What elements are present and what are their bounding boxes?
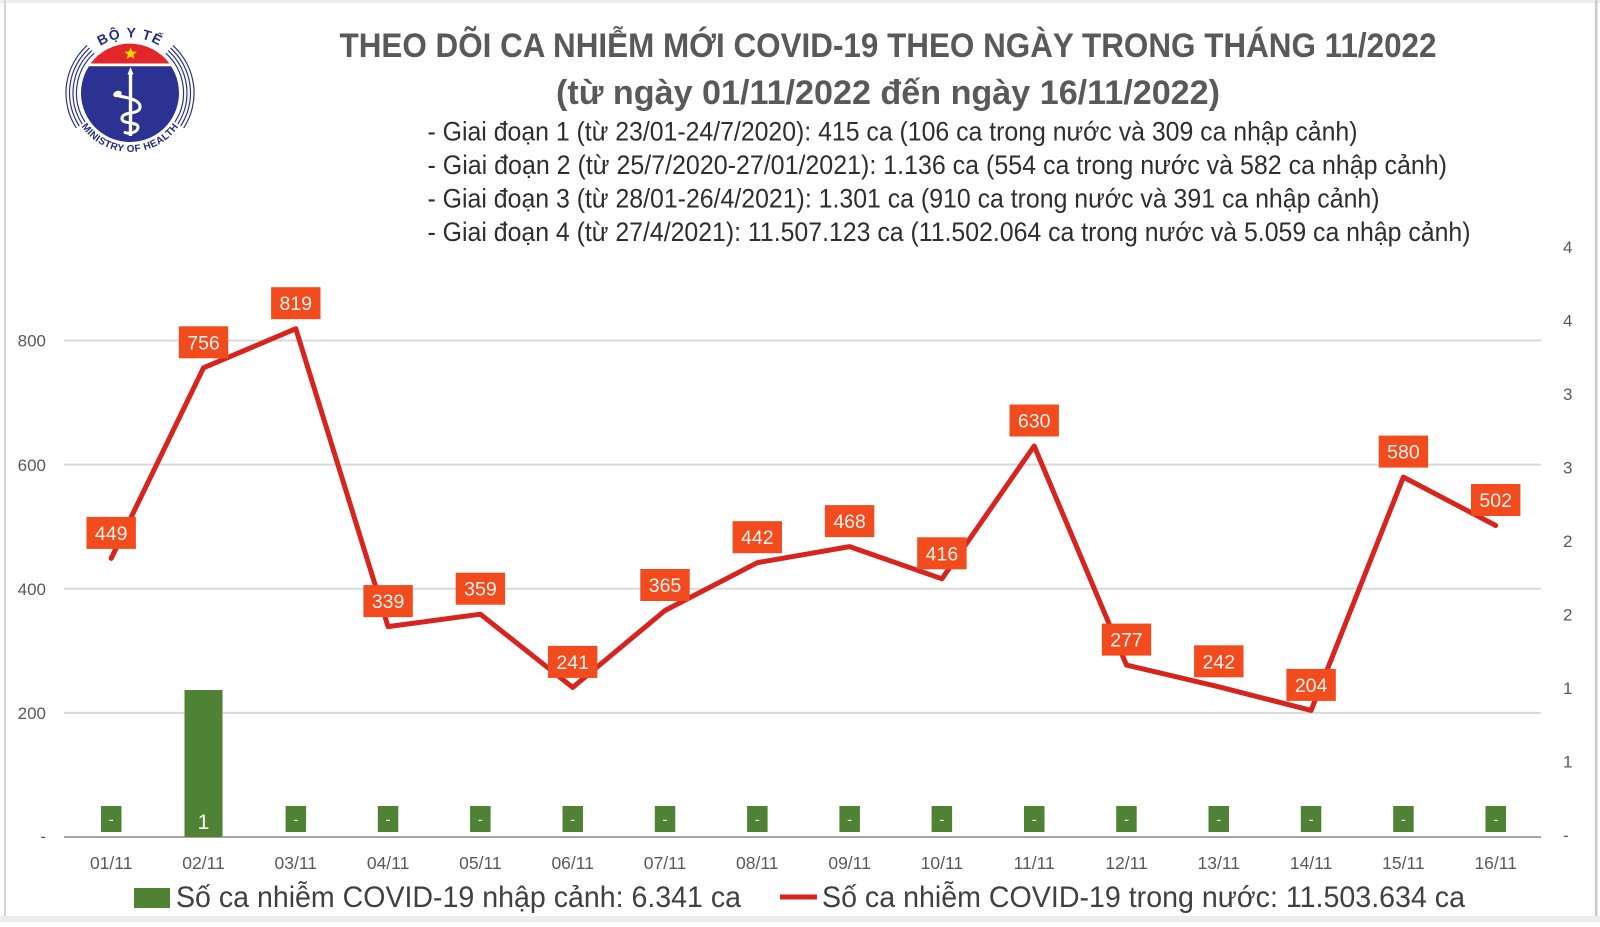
- svg-text:-: -: [1401, 812, 1406, 829]
- svg-text:11/11: 11/11: [1014, 853, 1055, 873]
- svg-text:3: 3: [1563, 459, 1572, 478]
- svg-text:02/11: 02/11: [182, 853, 225, 873]
- svg-text:-: -: [293, 812, 298, 829]
- svg-text:-: -: [570, 812, 575, 829]
- svg-text:502: 502: [1479, 490, 1512, 512]
- svg-text:13/11: 13/11: [1198, 853, 1241, 873]
- svg-text:359: 359: [464, 579, 497, 601]
- svg-text:-: -: [1124, 812, 1129, 829]
- svg-text:Số ca nhiễm COVID-19 nhập cảnh: Số ca nhiễm COVID-19 nhập cảnh: 6.341 ca: [176, 881, 741, 914]
- svg-text:3: 3: [1563, 385, 1572, 404]
- svg-text:2: 2: [1563, 606, 1572, 625]
- svg-text:-: -: [755, 812, 760, 829]
- svg-text:01/11: 01/11: [90, 853, 133, 873]
- svg-text:Số ca nhiễm COVID-19 trong nướ: Số ca nhiễm COVID-19 trong nước: 11.503.…: [822, 881, 1465, 914]
- svg-text:468: 468: [833, 511, 866, 533]
- svg-text:05/11: 05/11: [459, 853, 502, 873]
- svg-text:-: -: [1563, 826, 1569, 845]
- svg-text:-: -: [1032, 812, 1037, 829]
- svg-text:400: 400: [18, 580, 46, 599]
- svg-text:1: 1: [1563, 753, 1572, 772]
- svg-text:04/11: 04/11: [367, 853, 410, 873]
- svg-text:756: 756: [187, 332, 220, 354]
- svg-text:06/11: 06/11: [551, 853, 594, 873]
- svg-text:-: -: [1493, 812, 1498, 829]
- svg-text:09/11: 09/11: [828, 853, 871, 873]
- svg-text:819: 819: [280, 293, 313, 315]
- svg-text:-: -: [663, 812, 668, 829]
- svg-text:800: 800: [18, 332, 46, 351]
- svg-text:4: 4: [1563, 238, 1572, 257]
- svg-text:07/11: 07/11: [644, 853, 687, 873]
- svg-text:449: 449: [95, 523, 128, 545]
- svg-text:-: -: [1309, 812, 1314, 829]
- svg-text:-: -: [478, 812, 483, 829]
- svg-text:10/11: 10/11: [921, 853, 964, 873]
- svg-text:339: 339: [372, 591, 405, 613]
- svg-text:4: 4: [1563, 312, 1572, 331]
- svg-text:-: -: [109, 812, 114, 829]
- svg-text:- Giai đoạn 1 (từ 23/01-24/7/2: - Giai đoạn 1 (từ 23/01-24/7/2020): 415 …: [428, 117, 1358, 147]
- svg-text:-: -: [386, 812, 391, 829]
- svg-text:(từ ngày 01/11/2022 đến ngày 1: (từ ngày 01/11/2022 đến ngày 16/11/2022): [556, 74, 1220, 112]
- svg-text:15/11: 15/11: [1382, 853, 1425, 873]
- svg-text:2: 2: [1563, 532, 1572, 551]
- svg-text:16/11: 16/11: [1474, 853, 1517, 873]
- svg-text:241: 241: [556, 652, 589, 674]
- svg-text:- Giai đoạn 2 (từ 25/7/2020-27: - Giai đoạn 2 (từ 25/7/2020-27/01/2021):…: [428, 150, 1448, 180]
- svg-text:1: 1: [198, 811, 210, 834]
- svg-text:600: 600: [18, 456, 46, 475]
- svg-text:242: 242: [1203, 651, 1236, 673]
- svg-text:580: 580: [1387, 442, 1420, 464]
- svg-text:200: 200: [18, 704, 46, 723]
- svg-text:08/11: 08/11: [736, 853, 779, 873]
- svg-text:- Giai đoạn 4 (từ 27/4/2021):: - Giai đoạn 4 (từ 27/4/2021): 11.507.123…: [428, 217, 1471, 247]
- svg-text:03/11: 03/11: [275, 853, 318, 873]
- svg-text:1: 1: [1563, 679, 1572, 698]
- svg-text:416: 416: [926, 543, 959, 565]
- svg-text:630: 630: [1018, 411, 1051, 433]
- svg-text:365: 365: [649, 575, 682, 597]
- svg-text:277: 277: [1110, 630, 1143, 652]
- svg-text:14/11: 14/11: [1290, 853, 1333, 873]
- svg-text:-: -: [847, 812, 852, 829]
- svg-text:THEO DÕI CA NHIỄM MỚI COVID-19: THEO DÕI CA NHIỄM MỚI COVID-19 THEO NGÀY…: [340, 25, 1437, 65]
- svg-text:204: 204: [1295, 675, 1328, 697]
- svg-text:-: -: [1216, 812, 1221, 829]
- svg-text:442: 442: [741, 527, 774, 549]
- svg-text:12/11: 12/11: [1105, 853, 1148, 873]
- svg-text:- Giai đoạn 3 (từ 28/01-26/4/2: - Giai đoạn 3 (từ 28/01-26/4/2021): 1.30…: [428, 184, 1380, 214]
- svg-text:-: -: [939, 812, 944, 829]
- svg-text:-: -: [40, 827, 46, 846]
